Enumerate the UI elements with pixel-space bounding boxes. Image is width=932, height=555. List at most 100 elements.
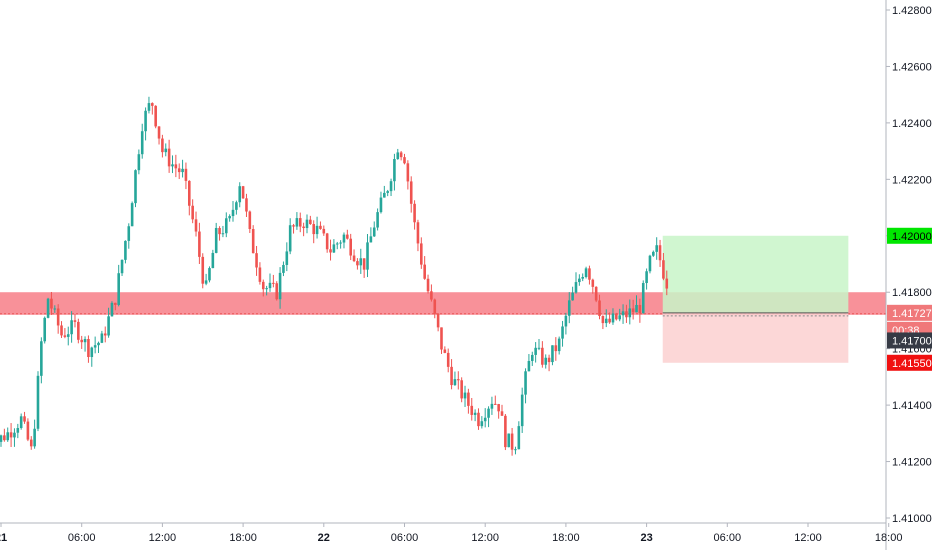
candle-body: [655, 245, 658, 252]
candle-body: [16, 428, 20, 433]
candle-body: [581, 277, 585, 279]
candle-body: [524, 371, 527, 395]
candle-body: [372, 227, 376, 237]
candle-body: [177, 168, 181, 173]
candle-body: [144, 110, 147, 132]
price-label-stop: [887, 354, 932, 371]
candle-body: [302, 226, 305, 229]
candle-body: [349, 238, 352, 256]
candle-body: [248, 211, 252, 230]
candle-body: [204, 280, 208, 284]
position-loss-zone[interactable]: [662, 312, 849, 363]
price-tick-label: 1.41000: [892, 513, 932, 525]
candle-body: [211, 252, 215, 269]
candle-body: [137, 154, 141, 171]
candle-body: [403, 157, 406, 164]
candle-body: [218, 227, 221, 235]
candle-body: [631, 308, 635, 313]
candle-body: [652, 251, 655, 256]
candle-body: [477, 412, 480, 427]
candle-body: [103, 333, 107, 336]
candle-body: [635, 304, 638, 313]
position-profit-zone[interactable]: [662, 235, 849, 313]
price-tick-label: 1.42200: [892, 174, 932, 186]
candle-body: [56, 308, 60, 326]
candle-body: [537, 347, 541, 349]
candle-body: [251, 229, 255, 254]
candle-body: [261, 281, 265, 290]
candle-body: [60, 325, 63, 336]
candle-body: [571, 292, 574, 301]
candle-body: [288, 225, 292, 252]
candle-body: [396, 152, 400, 160]
candle-body: [641, 283, 645, 314]
time-tick-label: 22: [318, 532, 330, 544]
candle-body: [19, 416, 23, 429]
candle-body: [332, 244, 336, 253]
candle-body: [446, 352, 450, 367]
candle-body: [500, 411, 504, 416]
candle-body: [127, 226, 131, 241]
candle-body: [29, 439, 33, 447]
candle-body: [342, 234, 346, 243]
price-label-target-text: 1.42000: [892, 231, 932, 243]
candle-body: [359, 258, 363, 266]
candle-body: [107, 316, 110, 336]
candle-body: [134, 170, 137, 204]
time-tick-label: 12:00: [471, 532, 499, 544]
candle-body: [608, 318, 611, 323]
candle-body: [90, 347, 94, 358]
candle-body: [493, 403, 497, 405]
time-tick-label: 12:00: [794, 532, 822, 544]
price-tick-label: 1.42400: [892, 118, 932, 130]
candle-body: [164, 148, 168, 153]
candle-body: [588, 268, 591, 280]
candle-body: [621, 311, 625, 316]
candle-body: [322, 228, 326, 234]
candle-body: [436, 313, 440, 328]
candle-body: [604, 318, 608, 324]
candle-body: [228, 216, 231, 219]
candle-body: [433, 299, 437, 314]
candle-body: [130, 203, 134, 227]
candle-body: [3, 435, 6, 441]
candle-body: [362, 258, 366, 270]
candle-body: [100, 333, 104, 343]
candle-body: [598, 300, 601, 317]
candle-body: [0, 435, 3, 442]
candle-body: [473, 412, 477, 415]
candle-body: [278, 272, 282, 300]
candle-body: [6, 432, 10, 441]
candle-body: [194, 219, 198, 232]
candle-body: [298, 218, 302, 227]
candle-body: [305, 219, 309, 229]
price-tick-label: 1.41400: [892, 400, 932, 412]
candle-body: [9, 432, 13, 438]
candle-body: [611, 313, 615, 323]
candle-body: [460, 380, 463, 399]
candle-body: [393, 159, 396, 182]
candle-body: [235, 202, 238, 210]
candle-body: [214, 227, 218, 253]
candle-body: [245, 198, 248, 212]
time-axis[interactable]: 21 06:00 12:00 18:00 22 06:00 12:00 18:00 23 06:0…: [0, 523, 902, 544]
time-tick-label: 23: [640, 532, 652, 544]
candle-body: [23, 416, 26, 422]
candle-body: [154, 105, 157, 127]
candle-body: [46, 298, 50, 318]
candle-body: [66, 334, 70, 337]
candle-body: [601, 316, 605, 324]
candle-body: [480, 421, 484, 427]
time-tick-label: 18:00: [229, 532, 257, 544]
candle-body: [275, 283, 279, 300]
candle-body: [440, 327, 443, 350]
candle-body: [386, 191, 389, 193]
candle-body: [399, 152, 403, 158]
candle-body: [645, 271, 648, 284]
candle-body: [221, 233, 225, 235]
candle-body: [268, 282, 272, 289]
candle-body: [93, 345, 97, 348]
position-tool-layer[interactable]: [662, 235, 849, 363]
